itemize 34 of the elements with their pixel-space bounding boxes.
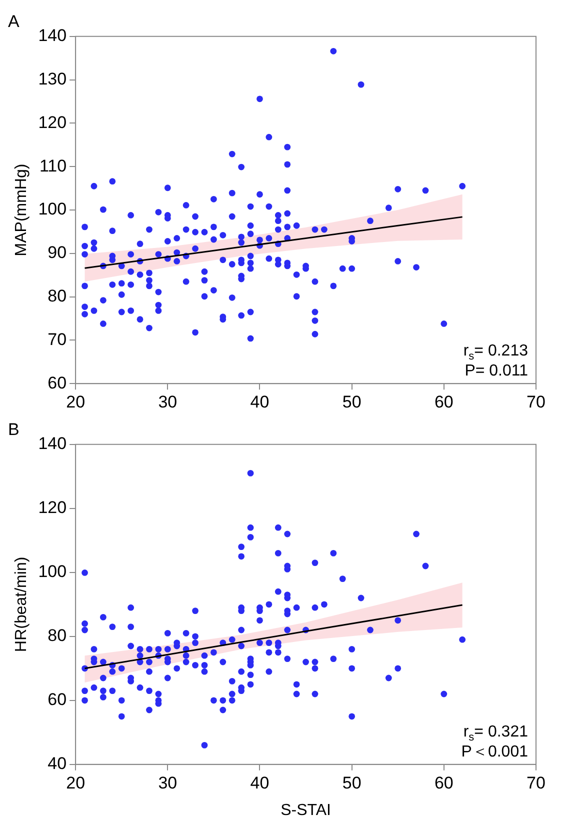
y-tick-label: 120 — [38, 498, 67, 518]
y-axis-title: HR(beat/min) — [13, 556, 30, 652]
x-tick-label: 20 — [66, 392, 86, 412]
y-tick-label: 40 — [48, 754, 67, 774]
x-tick-label: 50 — [342, 773, 362, 792]
y-tick-label: 130 — [38, 69, 67, 88]
chart-title: A — [8, 12, 20, 31]
x-tick-label: 60 — [434, 392, 454, 412]
annotation: P= 0.011 — [464, 362, 528, 380]
x-tick-label: 30 — [158, 392, 178, 412]
y-tick-label: 60 — [48, 373, 67, 392]
y-tick-label: 70 — [48, 330, 67, 349]
y-tick-label: 140 — [38, 26, 67, 46]
x-tick-label: 30 — [158, 773, 178, 792]
x-tick-label: 70 — [526, 773, 546, 792]
x-tick-label: 40 — [250, 773, 270, 792]
y-tick-label: 110 — [39, 156, 67, 176]
y-axis-title: MAP(mmHg) — [13, 164, 30, 256]
y-tick-label: 120 — [38, 112, 67, 132]
x-tick-label: 20 — [66, 773, 86, 792]
x-tick-label: 50 — [342, 392, 362, 412]
y-tick-label: 90 — [48, 243, 67, 262]
annotation: P＜0.001 — [461, 743, 528, 760]
x-tick-label: 70 — [526, 392, 546, 412]
y-tick-label: 100 — [38, 200, 67, 219]
y-tick-label: 140 — [38, 434, 67, 454]
chart-title: B — [8, 420, 20, 439]
y-tick-label: 80 — [48, 626, 67, 646]
x-tick-label: 40 — [250, 392, 270, 412]
x-axis-title: S-STAI — [280, 802, 331, 819]
y-tick-label: 100 — [38, 562, 67, 582]
y-tick-label: 60 — [48, 690, 67, 710]
y-tick-label: 80 — [48, 286, 67, 306]
x-tick-label: 60 — [434, 773, 454, 792]
